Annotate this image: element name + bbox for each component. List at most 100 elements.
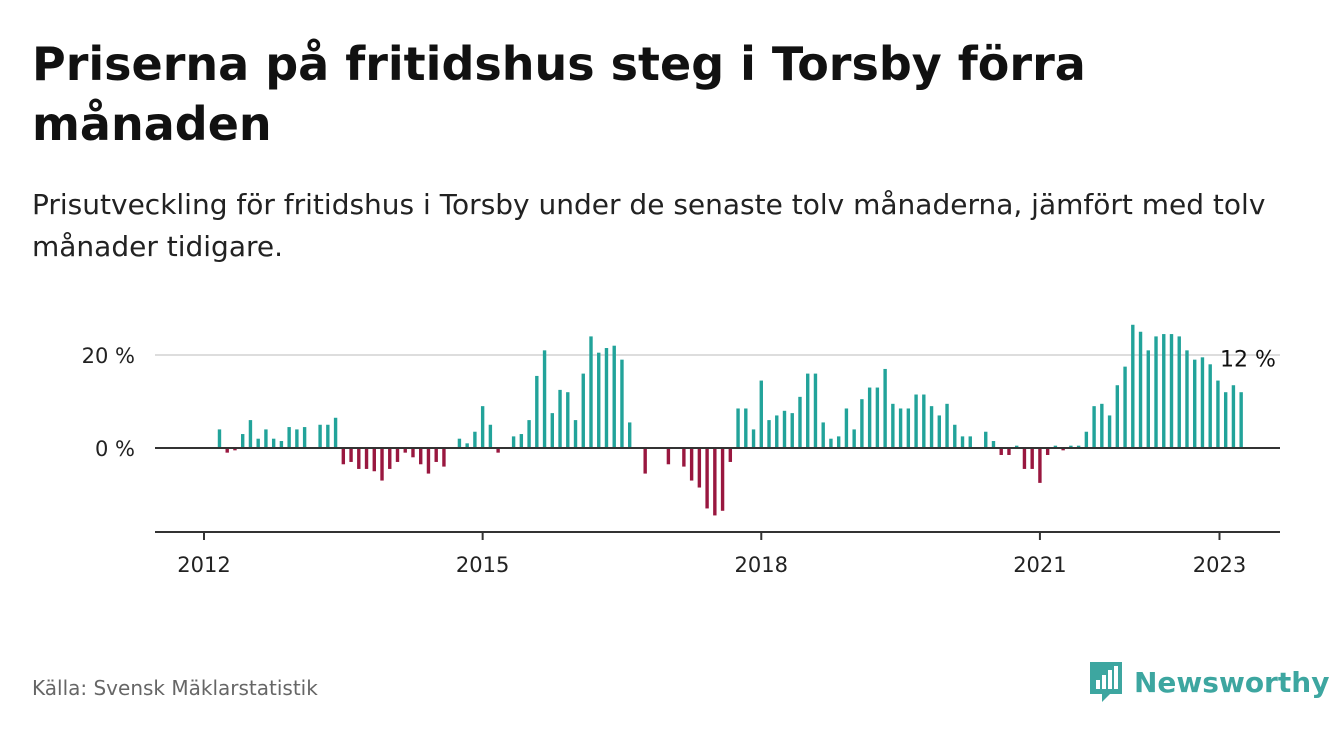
bar-2022-05 xyxy=(1162,334,1166,448)
bar-2014-07 xyxy=(434,448,438,462)
bar-2012-05 xyxy=(233,448,237,451)
chart-labels: 0 % 20 % 2012 2015 2018 2021 2023 12 % xyxy=(82,344,1276,577)
bar-2019-12 xyxy=(937,415,941,448)
bar-2019-03 xyxy=(867,387,872,448)
bar-2015-10 xyxy=(550,413,554,449)
bar-2014-05 xyxy=(419,448,423,465)
bar-2020-03 xyxy=(960,436,965,449)
bar-2018-04 xyxy=(782,410,787,448)
bar-2020-07 xyxy=(991,441,996,448)
bar-2017-03 xyxy=(682,448,686,467)
bar-2021-04 xyxy=(1061,448,1065,451)
x-tick-label: 2015 xyxy=(456,553,509,577)
bar-2013-11 xyxy=(372,448,376,472)
bar-2022-02 xyxy=(1138,331,1143,448)
bar-2022-01 xyxy=(1131,324,1135,448)
bar-2022-09 xyxy=(1193,359,1197,448)
bar-2021-05 xyxy=(1069,445,1073,449)
bar-2020-09 xyxy=(1007,448,1011,455)
bar-2021-08 xyxy=(1092,406,1096,448)
bar-2017-12 xyxy=(751,429,756,448)
bar-chart-icon xyxy=(1090,662,1122,702)
bar-2013-05 xyxy=(326,424,330,448)
bar-2018-11 xyxy=(836,436,841,449)
bar-2015-07 xyxy=(527,420,531,448)
bar-2016-04 xyxy=(597,352,601,449)
bar-2014-02 xyxy=(395,448,400,462)
chart-axes xyxy=(155,447,1280,540)
bar-2013-07 xyxy=(341,448,346,465)
bar-2013-06 xyxy=(333,417,338,448)
bar-2021-12 xyxy=(1123,366,1127,449)
bar-2021-03 xyxy=(1053,445,1058,449)
bar-2017-10 xyxy=(736,408,740,449)
bar-2022-03 xyxy=(1146,350,1150,448)
bar-2012-03 xyxy=(217,429,222,448)
bar-2020-01 xyxy=(945,403,949,448)
bar-2016-08 xyxy=(628,422,632,449)
page-subtitle: Prisutveckling för fritidshus i Torsby u… xyxy=(32,188,1266,263)
bar-2018-03 xyxy=(775,415,779,448)
bar-2017-01 xyxy=(666,448,671,465)
bar-2012-11 xyxy=(279,441,284,448)
bar-2021-09 xyxy=(1100,403,1104,448)
page-title: Priserna på fritidshus steg i Torsby för… xyxy=(32,37,1086,151)
bar-2019-07 xyxy=(898,408,903,449)
bar-2014-12 xyxy=(473,431,477,449)
bar-2014-11 xyxy=(465,443,469,448)
bar-2013-04 xyxy=(318,424,322,448)
bar-2020-02 xyxy=(953,424,957,448)
bar-2013-09 xyxy=(357,448,361,469)
bar-2012-07 xyxy=(248,420,253,448)
bar-2022-12 xyxy=(1216,380,1220,448)
bar-2016-01 xyxy=(573,420,578,448)
bar-2015-11 xyxy=(558,389,562,449)
x-tick-label: 2021 xyxy=(1013,553,1066,577)
bar-2017-08 xyxy=(720,448,725,511)
bar-2016-07 xyxy=(620,359,624,448)
bar-2014-04 xyxy=(411,448,415,458)
bar-2012-08 xyxy=(256,438,260,448)
bar-2017-09 xyxy=(728,448,733,462)
bar-2021-02 xyxy=(1045,448,1050,455)
last-value-annotation: 12 % xyxy=(1220,348,1276,373)
brand-logo[interactable]: Newsworthy xyxy=(1088,660,1329,704)
bar-2014-03 xyxy=(403,448,407,453)
bar-2021-10 xyxy=(1107,415,1112,448)
bar-2022-06 xyxy=(1169,334,1174,448)
bar-2017-07 xyxy=(713,448,717,516)
bar-2019-01 xyxy=(852,429,856,448)
bar-2014-06 xyxy=(426,448,431,474)
bar-2012-10 xyxy=(271,438,276,448)
bar-2018-05 xyxy=(790,413,794,449)
bar-2012-12 xyxy=(287,427,291,448)
bar-2016-02 xyxy=(581,373,585,448)
bar-2018-12 xyxy=(844,408,849,449)
y-tick-label: 20 % xyxy=(82,344,135,368)
bar-2015-12 xyxy=(566,392,570,448)
bar-2015-06 xyxy=(519,434,524,448)
bar-2017-11 xyxy=(744,408,748,449)
bar-undefined xyxy=(1231,385,1236,449)
x-tick-label: 2012 xyxy=(177,553,230,577)
bar-2013-12 xyxy=(380,448,384,481)
source-note: Källa: Svensk Mäklarstatistik xyxy=(32,676,318,700)
bar-2022-08 xyxy=(1185,350,1189,448)
bar-2021-06 xyxy=(1076,445,1081,449)
bar-2012-04 xyxy=(225,448,229,453)
bar-2022-04 xyxy=(1154,336,1158,448)
bar-2014-10 xyxy=(457,438,462,448)
bar-2018-09 xyxy=(821,422,825,449)
bar-2015-09 xyxy=(542,350,547,448)
bar-2018-08 xyxy=(813,373,818,448)
bar-2013-01 xyxy=(295,429,299,448)
bar-2019-02 xyxy=(860,399,864,449)
bar-2013-10 xyxy=(364,448,369,469)
bar-2017-04 xyxy=(689,448,694,481)
bar-2018-02 xyxy=(767,420,771,448)
bar-2013-02 xyxy=(302,427,307,448)
bar-2021-11 xyxy=(1115,385,1120,449)
bar-2018-10 xyxy=(829,438,833,448)
bar-2017-05 xyxy=(697,448,702,488)
